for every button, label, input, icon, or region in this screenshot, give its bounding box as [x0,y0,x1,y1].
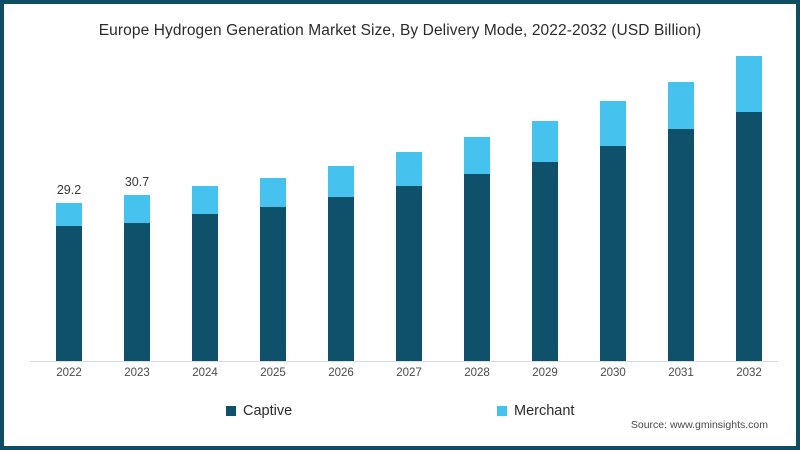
legend-label-merchant: Merchant [514,403,575,419]
bar-group-2030[interactable] [600,4,626,361]
x-tick-label-2022: 2022 [56,367,82,379]
bar-group-2031[interactable] [668,4,694,361]
bar-value-label-2022: 29.2 [56,183,82,198]
bar-segment-merchant-2029[interactable] [532,120,558,162]
bar-segment-merchant-2022[interactable] [56,203,82,226]
x-tick-label-2025: 2025 [260,367,286,379]
legend-swatch-captive-icon [226,406,236,416]
bar-stack-2027[interactable] [396,152,422,361]
legend-label-captive: Captive [243,403,293,419]
bar-segment-merchant-2028[interactable] [464,137,490,174]
x-tick-label-2031: 2031 [668,367,694,379]
plot-area: 29.2 30.7 [4,4,796,362]
bar-segment-merchant-2025[interactable] [260,177,286,207]
bar-group-2025[interactable] [260,4,286,361]
bar-segment-captive-2032[interactable] [736,112,762,361]
x-axis-tick-labels: 2022 2023 2024 2025 2026 2027 2028 2029 2030 2031… [4,367,796,387]
bar-segment-merchant-2030[interactable] [600,101,626,147]
bar-segment-captive-2028[interactable] [464,173,490,361]
bar-segment-merchant-2026[interactable] [328,166,354,198]
bar-segment-captive-2025[interactable] [260,206,286,361]
x-tick-label-2026: 2026 [328,367,354,379]
bar-segment-captive-2031[interactable] [668,129,694,361]
x-tick-label-2028: 2028 [464,367,490,379]
x-tick-label-2023: 2023 [124,367,150,379]
bar-segment-captive-2023[interactable] [124,223,150,361]
bar-stack-2031[interactable] [668,81,694,361]
bar-segment-captive-2027[interactable] [396,186,422,361]
x-tick-label-2030: 2030 [600,367,626,379]
x-tick-label-2027: 2027 [396,367,422,379]
bar-segment-captive-2029[interactable] [532,162,558,361]
bar-segment-captive-2026[interactable] [328,197,354,361]
bar-stack-2028[interactable] [464,137,490,361]
bar-stack-2032[interactable] [736,56,762,361]
x-tick-label-2029: 2029 [532,367,558,379]
bar-group-2028[interactable] [464,4,490,361]
bar-segment-merchant-2023[interactable] [124,195,150,224]
bar-segment-merchant-2024[interactable] [192,185,218,214]
bar-group-2032[interactable] [736,4,762,361]
bar-stack-2029[interactable] [532,120,558,361]
bar-stack-2025[interactable] [260,177,286,361]
bar-segment-merchant-2032[interactable] [736,56,762,113]
source-note: Source: www.gminsights.com [630,419,768,431]
bar-segment-captive-2022[interactable] [56,225,82,361]
chart-legend: Captive Merchant [4,402,796,424]
bar-stack-2030[interactable] [600,101,626,361]
bar-stack-2024[interactable] [192,185,218,361]
bar-group-2027[interactable] [396,4,422,361]
bar-stack-2026[interactable] [328,166,354,361]
bar-segment-captive-2024[interactable] [192,213,218,361]
bar-group-2023[interactable]: 30.7 [124,4,150,361]
bar-stack-2022[interactable] [56,203,82,361]
legend-item-merchant[interactable]: Merchant [497,402,574,420]
x-tick-label-2032: 2032 [736,367,762,379]
bar-group-2026[interactable] [328,4,354,361]
bar-stack-2023[interactable] [124,195,150,361]
bar-segment-merchant-2031[interactable] [668,81,694,130]
bar-value-label-2023: 30.7 [124,174,150,189]
bar-group-2024[interactable] [192,4,218,361]
bar-segment-merchant-2027[interactable] [396,152,422,187]
chart-title: Europe Hydrogen Generation Market Size, … [98,22,702,39]
x-tick-label-2024: 2024 [192,367,218,379]
bar-group-2022[interactable]: 29.2 [56,4,82,361]
bar-segment-captive-2030[interactable] [600,146,626,361]
legend-item-captive[interactable]: Captive [226,402,292,420]
x-axis-baseline [30,361,778,362]
bar-group-2029[interactable] [532,4,558,361]
legend-swatch-merchant-icon [497,406,507,416]
